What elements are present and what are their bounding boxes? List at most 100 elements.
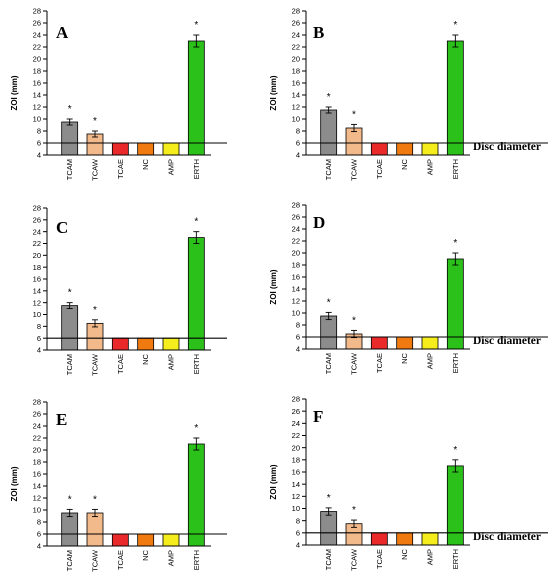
bar-tcam [320, 109, 338, 156]
category-label: NC [141, 158, 150, 169]
category-label: TCAW [350, 352, 359, 375]
y-tick-label: 8 [296, 321, 300, 330]
y-tick-label: 20 [33, 55, 41, 64]
y-tick-label: 4 [37, 542, 41, 551]
significance-mark: * [453, 20, 457, 31]
y-tick-label: 24 [33, 422, 41, 431]
category-label: TCAE [116, 354, 125, 374]
y-tick-label: 6 [37, 530, 41, 539]
panel-label: D [313, 213, 325, 232]
significance-mark: * [194, 423, 198, 434]
category-label: ERTH [451, 353, 460, 373]
y-tick-label: 28 [292, 7, 300, 16]
panel-e: 4 6 8 10 12 14 16 18 20 22 24 26 28 ZOI (mm) * TCAM * TCA… [10, 398, 227, 572]
bar-tcae [370, 336, 388, 350]
y-tick-label: 12 [292, 492, 300, 501]
category-label: TCAM [65, 354, 74, 375]
category-label: TCAW [91, 353, 100, 376]
panel-label: C [56, 218, 68, 237]
y-tick-label: 6 [37, 139, 41, 148]
y-tick-label: 16 [292, 468, 300, 477]
category-label: NC [141, 549, 150, 560]
panel-label: A [56, 23, 69, 42]
y-tick-label: 4 [37, 346, 41, 355]
significance-mark: * [93, 494, 97, 505]
y-tick-label: 28 [292, 395, 300, 404]
bar-tcae [111, 533, 129, 547]
y-tick-label: 12 [33, 494, 41, 503]
bar-nc [137, 142, 155, 156]
y-tick-label: 20 [33, 251, 41, 260]
category-label: AMP [167, 354, 176, 370]
significance-mark: * [352, 315, 356, 326]
panel-f: 4 6 8 10 12 14 16 18 20 22 24 26 28 ZOI (mm) * TCAM * TCA… [269, 395, 548, 571]
bar-amp [421, 532, 439, 546]
y-tick-label: 22 [33, 239, 41, 248]
y-tick-label: 22 [292, 431, 300, 440]
panel-a: 4 6 8 10 12 14 16 18 20 22 24 26 28 ZOI (mm) * TCAM * TCA… [10, 7, 227, 181]
bar-nc [137, 533, 155, 547]
bar-tcam [61, 305, 79, 351]
bar-nc [396, 532, 414, 546]
y-tick-label: 20 [33, 446, 41, 455]
significance-mark: * [327, 92, 331, 103]
category-label: TCAE [375, 549, 384, 569]
category-label: TCAE [116, 159, 125, 179]
category-label: TCAW [350, 548, 359, 571]
bar-amp [162, 337, 180, 351]
y-tick-label: 20 [292, 55, 300, 64]
y-tick-label: 20 [292, 249, 300, 258]
y-tick-label: 18 [292, 456, 300, 465]
y-tick-label: 6 [37, 334, 41, 343]
category-label: ERTH [451, 159, 460, 179]
y-tick-label: 18 [33, 67, 41, 76]
panel-b: 4 6 8 10 12 14 16 18 20 22 24 26 28 ZOI (mm) * TCAM * TCA… [269, 7, 548, 181]
y-tick-label: 26 [292, 19, 300, 28]
category-label: TCAM [324, 549, 333, 570]
y-tick-label: 24 [292, 419, 300, 428]
y-tick-label: 4 [296, 151, 300, 160]
y-tick-label: 24 [292, 31, 300, 40]
bar-nc [137, 337, 155, 351]
y-tick-label: 10 [33, 506, 41, 515]
bar-tcam [320, 511, 338, 546]
bar-erth [446, 258, 464, 350]
significance-mark: * [327, 297, 331, 308]
category-label: NC [400, 158, 409, 169]
y-tick-label: 8 [296, 127, 300, 136]
significance-mark: * [93, 305, 97, 316]
panel-label: F [313, 407, 323, 426]
category-label: TCAE [375, 159, 384, 179]
y-tick-label: 14 [292, 285, 300, 294]
category-label: NC [400, 352, 409, 363]
significance-mark: * [194, 217, 198, 228]
bar-amp [421, 142, 439, 156]
category-label: TCAM [65, 550, 74, 571]
significance-mark: * [352, 109, 356, 120]
y-tick-label: 14 [292, 91, 300, 100]
bar-tcae [370, 532, 388, 546]
y-tick-label: 14 [33, 287, 41, 296]
category-label: TCAM [324, 353, 333, 374]
y-tick-label: 10 [292, 115, 300, 124]
bar-amp [162, 533, 180, 547]
category-label: AMP [426, 549, 435, 565]
y-tick-label: 20 [292, 443, 300, 452]
y-tick-label: 14 [33, 91, 41, 100]
significance-mark: * [327, 493, 331, 504]
y-axis-label: ZOI (mm) [269, 75, 278, 110]
category-label: NC [141, 353, 150, 364]
significance-mark: * [194, 20, 198, 31]
y-tick-label: 8 [296, 516, 300, 525]
significance-mark: * [453, 445, 457, 456]
significance-mark: * [352, 505, 356, 516]
y-tick-label: 8 [37, 322, 41, 331]
y-tick-label: 28 [292, 201, 300, 210]
category-label: TCAE [375, 353, 384, 373]
category-label: TCAW [350, 158, 359, 181]
y-tick-label: 24 [33, 31, 41, 40]
y-tick-label: 28 [33, 7, 41, 16]
y-tick-label: 10 [292, 504, 300, 513]
y-tick-label: 22 [292, 43, 300, 52]
y-tick-label: 6 [296, 139, 300, 148]
